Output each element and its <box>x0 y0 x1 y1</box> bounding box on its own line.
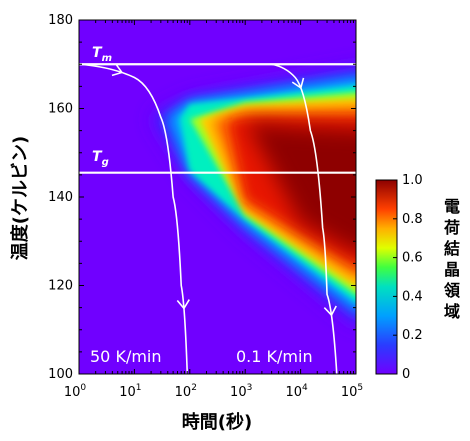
y-tick-label: 140 <box>48 190 73 205</box>
rate-label-0-1: 0.1 K/min <box>236 347 313 366</box>
colorbar-tick-label: 0.8 <box>402 212 423 227</box>
colorbar-tick-label: 0.4 <box>402 289 423 304</box>
tm-label: Tm <box>92 45 112 64</box>
cooling-curve-50 <box>79 63 189 374</box>
y-tick-label: 120 <box>48 279 73 294</box>
colorbar-title: 電荷結晶領域 <box>444 197 461 321</box>
y-axis-title: 温度(ケルビン) <box>9 136 31 260</box>
curve-1-arrow-0 <box>291 77 305 90</box>
colorbar-ticks: 0 0.2 0.4 0.6 0.8 1.0 <box>393 173 423 382</box>
curve-0-arrow-0 <box>111 63 124 77</box>
y-axis: 100 120 140 160 180 <box>48 13 356 382</box>
y-tick-label: 180 <box>48 13 73 28</box>
x-tick-label: 101 <box>119 383 141 400</box>
x-tick-label: 100 <box>64 383 87 400</box>
x-tick-label: 103 <box>230 383 252 400</box>
crystallized-region <box>151 66 356 324</box>
x-tick-label: 105 <box>341 383 363 400</box>
cooling-curve-0-1 <box>271 63 338 374</box>
colorbar-tick-label: 0 <box>402 367 410 382</box>
x-axis-title: 時間(秒) <box>182 411 252 433</box>
band-1-0 <box>246 121 356 253</box>
x-tick-label: 104 <box>285 383 308 400</box>
colorbar <box>375 179 398 375</box>
x-axis: 100 101 102 103 104 105 <box>64 20 363 400</box>
curve-1-arrow-1 <box>323 305 337 317</box>
x-tick-label: 102 <box>175 383 197 400</box>
colorbar-tick-label: 0.6 <box>402 251 423 266</box>
colorbar-tick-label: 0.2 <box>402 328 423 343</box>
tg-label: Tg <box>92 149 109 168</box>
y-tick-label: 160 <box>48 102 73 117</box>
rate-label-50: 50 K/min <box>90 347 162 366</box>
y-tick-label: 100 <box>48 367 73 382</box>
curve-0-arrow-1 <box>176 299 190 310</box>
colorbar-tick-label: 1.0 <box>402 173 423 188</box>
